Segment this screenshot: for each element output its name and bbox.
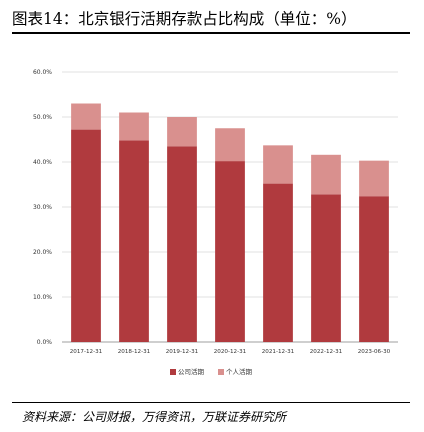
- bar-segment: [167, 146, 197, 342]
- y-tick-label: 0.0%: [37, 339, 53, 346]
- legend-swatch: [170, 369, 176, 375]
- bar-segment: [263, 145, 293, 184]
- legend-label: 公司活期: [178, 367, 205, 376]
- bar-segment: [311, 154, 341, 195]
- top-rule: [12, 32, 410, 34]
- bar-segment: [215, 161, 245, 342]
- legend-label: 个人活期: [226, 367, 253, 376]
- y-tick-label: 60.0%: [33, 69, 52, 76]
- bar-segment: [119, 140, 149, 342]
- bar-segment: [71, 103, 101, 130]
- bar-segment: [263, 183, 293, 342]
- source-note: 资料来源：公司财报，万得资讯，万联证券研究所: [22, 410, 287, 424]
- bottom-rule: [12, 402, 410, 403]
- bar-segment: [311, 194, 341, 342]
- chart-title: 图表14：北京银行活期存款占比构成（单位：%）: [12, 10, 357, 28]
- bar-segment: [71, 129, 101, 342]
- x-axis: 2017-12-31 2018-12-31 2019-12-31 2020-12-31…: [70, 349, 391, 355]
- x-tick-label: 2022-12-31: [310, 349, 343, 355]
- y-tick-label: 30.0%: [33, 204, 52, 211]
- x-tick-label: 2019-12-31: [166, 349, 199, 355]
- bar-segment: [359, 196, 389, 342]
- y-tick-label: 40.0%: [33, 159, 52, 166]
- stacked-bar-chart: 0.0% 10.0% 20.0% 30.0% 40.0% 50.0% 60.0% 2017-…: [33, 69, 398, 376]
- x-tick-label: 2018-12-31: [118, 349, 151, 355]
- bars: [71, 103, 389, 342]
- x-tick-label: 2021-12-31: [262, 349, 295, 355]
- bar-segment: [167, 117, 197, 147]
- x-tick-label: 2023-06-30: [358, 349, 391, 355]
- legend-swatch: [218, 369, 224, 375]
- bar-segment: [215, 128, 245, 162]
- bar-segment: [119, 112, 149, 141]
- legend: 公司活期 个人活期: [170, 367, 253, 376]
- y-tick-label: 20.0%: [33, 249, 52, 256]
- y-axis: 0.0% 10.0% 20.0% 30.0% 40.0% 50.0% 60.0%: [33, 69, 52, 346]
- y-tick-label: 50.0%: [33, 114, 52, 121]
- bar-segment: [359, 160, 389, 197]
- x-tick-label: 2020-12-31: [214, 349, 247, 355]
- y-tick-label: 10.0%: [33, 294, 52, 301]
- x-tick-label: 2017-12-31: [70, 349, 103, 355]
